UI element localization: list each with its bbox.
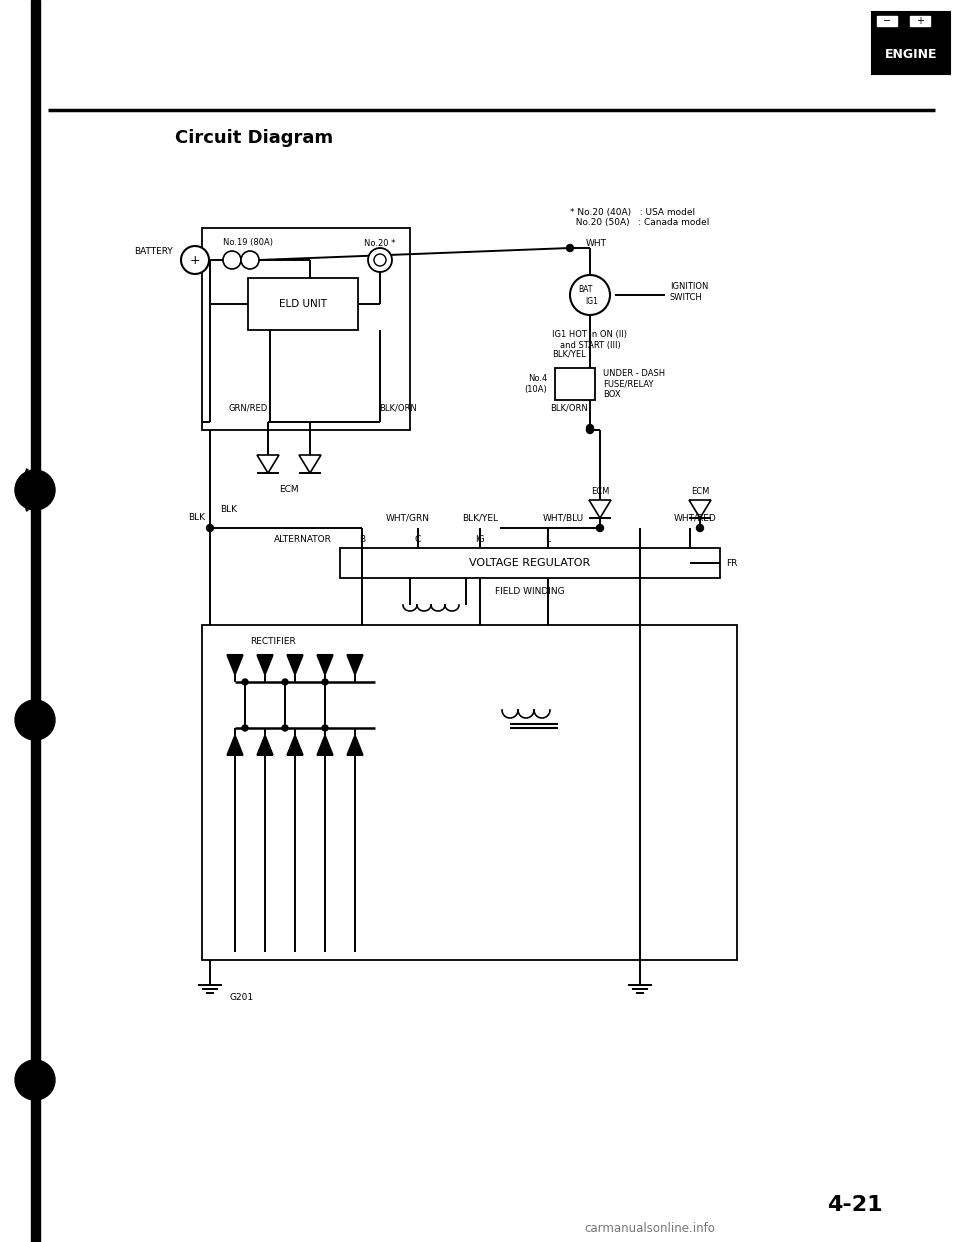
Text: BATTERY: BATTERY xyxy=(134,247,173,257)
Text: −: − xyxy=(883,16,891,26)
Text: WHT/RED: WHT/RED xyxy=(674,513,716,523)
Circle shape xyxy=(368,248,392,272)
Text: IG1: IG1 xyxy=(586,297,598,306)
Circle shape xyxy=(587,426,593,433)
Circle shape xyxy=(374,255,386,266)
Polygon shape xyxy=(227,655,243,674)
Text: FR: FR xyxy=(727,559,737,568)
Text: Circuit Diagram: Circuit Diagram xyxy=(175,129,333,147)
Bar xyxy=(202,229,410,430)
Polygon shape xyxy=(257,655,273,674)
Circle shape xyxy=(242,679,248,686)
Text: WHT/BLU: WHT/BLU xyxy=(542,513,584,523)
Text: BAT: BAT xyxy=(578,284,592,293)
Polygon shape xyxy=(257,735,273,755)
Text: BLK/YEL: BLK/YEL xyxy=(552,349,586,359)
Circle shape xyxy=(596,524,604,532)
Text: BLK/YEL: BLK/YEL xyxy=(462,513,498,523)
Polygon shape xyxy=(317,735,333,755)
Polygon shape xyxy=(287,655,303,674)
Circle shape xyxy=(223,251,241,270)
Text: ELD UNIT: ELD UNIT xyxy=(279,299,327,309)
Text: * No.20 (40A)   : USA model
  No.20 (50A)   : Canada model: * No.20 (40A) : USA model No.20 (50A) : … xyxy=(570,207,709,227)
Circle shape xyxy=(206,524,213,532)
Text: WHT: WHT xyxy=(586,240,607,248)
Text: BLK/ORN: BLK/ORN xyxy=(379,404,417,412)
Bar xyxy=(877,16,897,26)
Polygon shape xyxy=(227,735,243,755)
Polygon shape xyxy=(299,455,321,473)
Text: IG: IG xyxy=(475,535,485,544)
Text: No.19 (80A): No.19 (80A) xyxy=(223,238,273,247)
Text: BLK: BLK xyxy=(188,513,205,523)
Text: C: C xyxy=(415,535,421,544)
Text: carmanualsonline.info: carmanualsonline.info xyxy=(585,1221,715,1235)
Polygon shape xyxy=(257,455,279,473)
Polygon shape xyxy=(287,735,303,755)
Text: IG1 HOT in ON (II)
and START (III): IG1 HOT in ON (II) and START (III) xyxy=(553,330,628,350)
Text: UNDER - DASH
FUSE/RELAY
BOX: UNDER - DASH FUSE/RELAY BOX xyxy=(603,369,665,399)
Circle shape xyxy=(322,725,328,732)
Text: RECTIFIER: RECTIFIER xyxy=(250,636,296,646)
Circle shape xyxy=(587,425,593,431)
Bar xyxy=(31,0,40,1242)
Bar xyxy=(202,625,737,960)
Text: ECM: ECM xyxy=(691,488,709,497)
Polygon shape xyxy=(347,735,363,755)
Text: IGNITION
SWITCH: IGNITION SWITCH xyxy=(670,282,708,302)
Circle shape xyxy=(282,725,288,732)
Circle shape xyxy=(322,679,328,686)
Circle shape xyxy=(282,679,288,686)
Polygon shape xyxy=(589,501,611,518)
Circle shape xyxy=(15,469,55,510)
Text: +: + xyxy=(190,253,201,267)
Text: ENGINE: ENGINE xyxy=(885,47,937,61)
Bar xyxy=(872,12,950,75)
Circle shape xyxy=(570,274,610,315)
Polygon shape xyxy=(689,501,711,518)
Polygon shape xyxy=(347,655,363,674)
Polygon shape xyxy=(317,655,333,674)
Bar xyxy=(340,548,720,578)
Text: VOLTAGE REGULATOR: VOLTAGE REGULATOR xyxy=(469,558,590,568)
Text: No.4
(10A): No.4 (10A) xyxy=(524,374,547,394)
Text: No.20 *: No.20 * xyxy=(364,238,396,247)
Circle shape xyxy=(241,251,259,270)
Text: ECM: ECM xyxy=(279,486,299,494)
Text: G201: G201 xyxy=(230,992,254,1001)
Text: ECM: ECM xyxy=(590,488,610,497)
Text: +: + xyxy=(916,16,924,26)
Circle shape xyxy=(15,1059,55,1100)
Circle shape xyxy=(566,245,573,251)
Text: L: L xyxy=(545,535,550,544)
Text: GRN/RED: GRN/RED xyxy=(228,404,268,412)
Bar xyxy=(248,278,358,330)
Text: BLK: BLK xyxy=(220,505,237,514)
Bar xyxy=(555,368,595,400)
Text: 4-21: 4-21 xyxy=(828,1195,883,1215)
Circle shape xyxy=(697,524,704,532)
Bar xyxy=(910,16,930,26)
Text: B: B xyxy=(359,535,365,544)
Text: WHT/GRN: WHT/GRN xyxy=(386,513,430,523)
Circle shape xyxy=(15,700,55,740)
Text: ALTERNATOR: ALTERNATOR xyxy=(275,535,332,544)
Text: BLK/ORN: BLK/ORN xyxy=(550,404,588,412)
Text: FIELD WINDING: FIELD WINDING xyxy=(495,587,564,596)
Circle shape xyxy=(242,725,248,732)
Circle shape xyxy=(181,246,209,274)
